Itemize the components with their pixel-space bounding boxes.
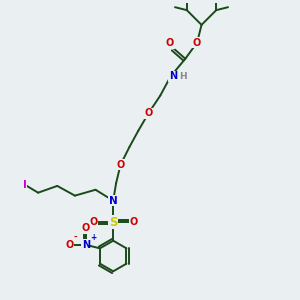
Text: I: I [23,180,27,190]
Text: O: O [82,223,90,233]
Text: O: O [166,38,174,48]
Text: H: H [179,73,187,82]
Text: O: O [116,160,125,170]
Text: O: O [144,108,153,118]
Text: O: O [65,240,74,250]
Text: +: + [90,233,97,242]
Text: -: - [74,232,77,242]
Text: N: N [109,196,118,206]
Text: O: O [193,38,201,47]
Text: N: N [169,71,177,81]
Text: N: N [82,240,90,250]
Text: O: O [89,217,97,227]
Text: S: S [109,216,117,229]
Text: O: O [129,217,137,227]
